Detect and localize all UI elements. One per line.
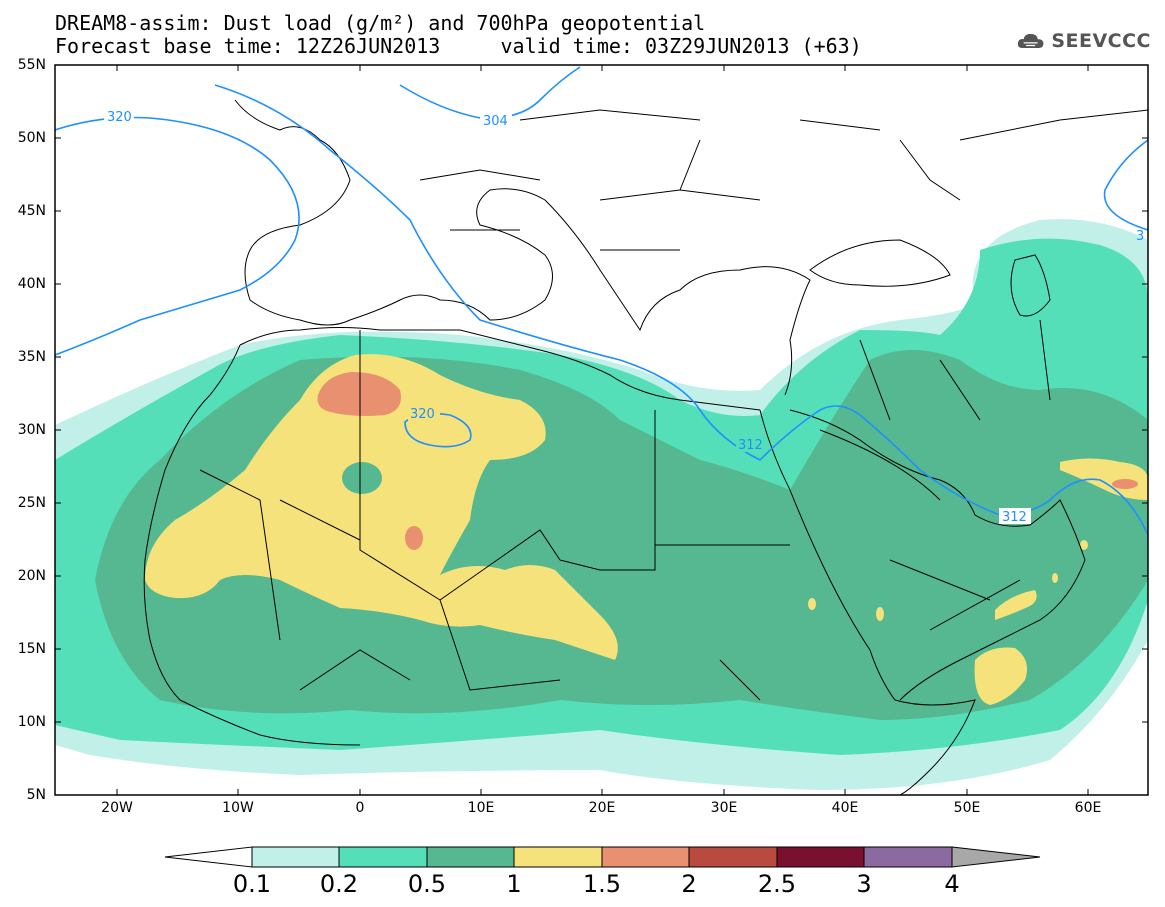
dust-level-1.5-iran bbox=[1112, 479, 1138, 489]
colorbar-segment bbox=[338, 846, 428, 868]
contour-label: 312 bbox=[738, 438, 763, 453]
europe-borders bbox=[419, 109, 1148, 251]
lon-label: 20W bbox=[101, 800, 133, 816]
africa-west-coast bbox=[143, 344, 361, 746]
dust-shading bbox=[55, 219, 1148, 790]
arabia-coast bbox=[789, 409, 1086, 701]
lon-label: 50E bbox=[953, 800, 981, 816]
colorbar-segment bbox=[863, 846, 953, 868]
lat-label: 55N bbox=[17, 57, 46, 73]
lat-label: 10N bbox=[17, 714, 46, 730]
contour-label: 320 bbox=[107, 110, 132, 125]
colorbar-segment bbox=[776, 846, 865, 868]
colorbar-right-arrow bbox=[951, 846, 1041, 868]
dust-level-1-spot bbox=[808, 598, 816, 610]
contour-labels: 320 304 320 312 312 3 bbox=[104, 108, 1144, 525]
lon-label: 20E bbox=[588, 800, 616, 816]
dust-level-1-spot bbox=[1052, 573, 1058, 583]
coastlines bbox=[143, 99, 1148, 795]
contour-east bbox=[1103, 139, 1148, 231]
colorbar-label: 2.5 bbox=[757, 870, 797, 898]
country-borders-1 bbox=[199, 330, 790, 701]
colorbar-segment bbox=[426, 846, 515, 868]
contour-label: 304 bbox=[483, 114, 508, 129]
title-line-2: Forecast base time: 12Z26JUN2013 valid t… bbox=[55, 34, 862, 58]
title-line-1: DREAM8-assim: Dust load (g/m²) and 700hP… bbox=[55, 11, 706, 35]
dust-level-0.5-hole bbox=[342, 462, 382, 494]
lat-label: 25N bbox=[17, 495, 46, 511]
colorbar-label: 0.1 bbox=[232, 870, 272, 898]
dust-level-1-spot bbox=[1080, 540, 1088, 550]
seevccc-logo: SEEVCCC bbox=[1016, 24, 1151, 58]
colorbar-label: 1 bbox=[506, 870, 522, 898]
contour-label: 3 bbox=[1136, 229, 1144, 244]
cloud-icon bbox=[1017, 33, 1044, 49]
caspian-coast bbox=[1010, 254, 1051, 317]
dust-level-1 bbox=[145, 354, 618, 660]
dust-level-1-oman bbox=[974, 647, 1028, 705]
dust-level-1-spot bbox=[876, 607, 884, 621]
contour-320-atlantic bbox=[55, 116, 300, 356]
dust-level-1.5-peak-1 bbox=[317, 372, 401, 416]
colorbar-label: 4 bbox=[944, 870, 960, 898]
colorbar-label: 0.2 bbox=[319, 870, 359, 898]
lon-label: 40E bbox=[831, 800, 859, 816]
colorbar-left-arrow bbox=[164, 846, 253, 868]
lat-label: 45N bbox=[17, 203, 46, 219]
colorbar-label: 0.5 bbox=[407, 870, 447, 898]
colorbar-segment bbox=[601, 846, 690, 868]
contour-label: 320 bbox=[410, 407, 435, 422]
logo-text: SEEVCCC bbox=[1051, 30, 1151, 52]
dust-level-1-iran bbox=[1060, 458, 1148, 500]
lat-label: 20N bbox=[17, 568, 46, 584]
country-borders-2 bbox=[819, 319, 1051, 631]
lon-label: 10E bbox=[467, 800, 495, 816]
contour-304 bbox=[214, 84, 761, 461]
lat-label: 5N bbox=[26, 787, 46, 803]
lon-label: 0 bbox=[355, 800, 365, 816]
colorbar-label: 3 bbox=[856, 870, 872, 898]
europe-coast bbox=[234, 99, 811, 396]
red-sea-coast bbox=[759, 409, 896, 701]
colorbar-segment bbox=[251, 846, 340, 868]
africa-north-coast bbox=[239, 327, 761, 411]
colorbar-segment bbox=[513, 846, 603, 868]
geopotential-contours bbox=[55, 66, 1148, 536]
axis-ticks bbox=[55, 64, 1148, 796]
colorbar-label: 1.5 bbox=[582, 870, 622, 898]
contour-312 bbox=[759, 405, 1148, 536]
lat-label: 50N bbox=[17, 130, 46, 146]
horn-coast bbox=[894, 699, 976, 795]
lon-label: 60E bbox=[1074, 800, 1102, 816]
colorbar-segment bbox=[688, 846, 778, 868]
dust-level-1-arabia bbox=[995, 590, 1037, 620]
lon-label: 10W bbox=[222, 800, 254, 816]
lat-label: 30N bbox=[17, 422, 46, 438]
lon-label: 30E bbox=[710, 800, 738, 816]
dust-level-1.5-peak-2 bbox=[405, 526, 423, 550]
colorbar bbox=[164, 846, 1041, 868]
lat-label: 15N bbox=[17, 641, 46, 657]
colorbar-label: 2 bbox=[681, 870, 697, 898]
lat-label: 40N bbox=[17, 276, 46, 292]
lat-label: 35N bbox=[17, 349, 46, 365]
black-sea-coast bbox=[809, 239, 951, 287]
contour-label: 312 bbox=[1002, 510, 1027, 525]
